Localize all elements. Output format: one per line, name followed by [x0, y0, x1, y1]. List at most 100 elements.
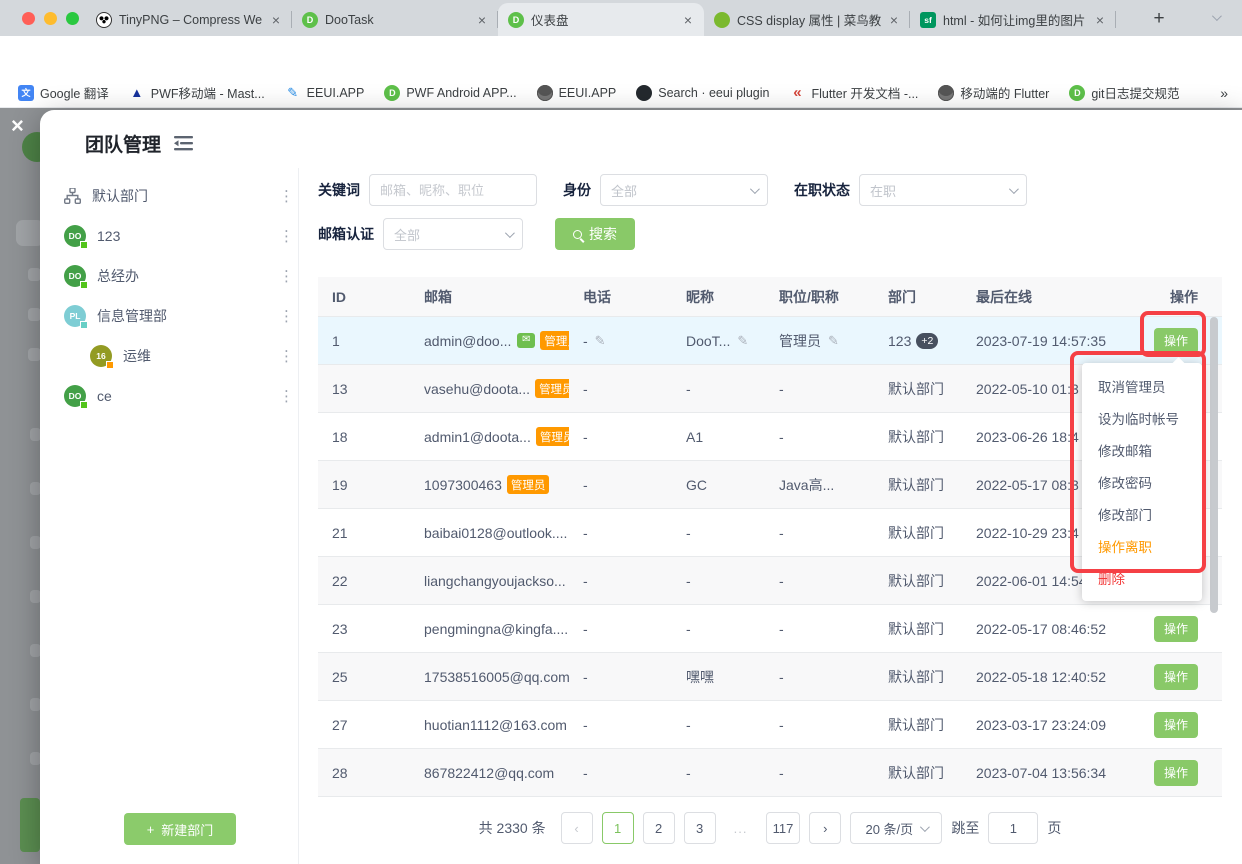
browser-tab[interactable]: CSS display 属性 | 菜鸟教 × — [704, 3, 910, 36]
column-header-email: 邮箱 — [424, 288, 452, 305]
item-menu-icon[interactable]: ⋮ — [279, 308, 294, 325]
dropdown-menu-item[interactable]: 修改部门 — [1098, 508, 1152, 523]
jump-page-input[interactable] — [988, 812, 1039, 844]
tab-search-chevron-icon[interactable] — [1211, 11, 1222, 22]
edit-icon[interactable]: ✎ — [737, 332, 749, 348]
status-select[interactable]: 在职 — [859, 174, 1027, 206]
bookmark-label: 移动端的 Flutter — [960, 87, 1050, 101]
admin-badge: 管理员 — [506, 475, 550, 494]
cell-email: admin@doo... ✉ 管理员 — [410, 331, 569, 350]
tab-close-icon[interactable]: × — [889, 11, 898, 28]
page-number-button[interactable]: ... — [724, 812, 757, 844]
nickname-text: - — [686, 524, 691, 541]
row-action-button[interactable]: 操作 — [1154, 327, 1198, 354]
bookmark-item[interactable]: Search · eeui plugin — [628, 82, 777, 104]
edit-icon[interactable]: ✎ — [828, 332, 839, 348]
cell-department: 默认部门 — [874, 619, 962, 639]
item-menu-icon[interactable]: ⋮ — [279, 228, 294, 245]
new-tab-button[interactable]: + — [1153, 8, 1165, 29]
phone-text: - — [583, 716, 588, 733]
bookmark-item[interactable]: D PWF Android APP... — [376, 82, 524, 104]
bookmark-item[interactable]: D git日志提交规范 — [1061, 80, 1187, 105]
browser-tab[interactable]: sf html - 如何让img里的图片 × — [910, 3, 1116, 36]
browser-tab[interactable]: TinyPNG – Compress We × — [86, 3, 292, 36]
position-text: - — [779, 716, 784, 733]
item-menu-icon[interactable]: ⋮ — [279, 348, 294, 365]
bookmark-item[interactable]: 文 Google 翻译 — [10, 80, 117, 105]
tab-close-icon[interactable]: × — [477, 11, 486, 28]
cell-phone: - — [569, 765, 672, 781]
bookmark-item[interactable]: ✎ EEUI.APP — [277, 82, 373, 104]
modal-close-icon[interactable]: × — [11, 113, 24, 138]
item-menu-icon[interactable]: ⋮ — [279, 388, 294, 405]
cell-department: 默认部门 — [874, 571, 962, 591]
sidebar-item-department[interactable]: DO 123 ⋮ — [60, 216, 298, 256]
cell-email: admin1@doota... 管理员 — [410, 427, 569, 446]
bookmark-item[interactable]: 移动端的 Flutter — [930, 80, 1057, 105]
row-action-button[interactable]: 操作 — [1154, 711, 1198, 738]
bookmark-item[interactable]: EEUI.APP — [529, 82, 625, 104]
table-header-row: ID 邮箱 电话 昵称 职位/职称 部门 最后在线 操作 — [318, 277, 1222, 317]
row-action-button[interactable]: 操作 — [1154, 615, 1198, 642]
sidebar-item-department[interactable]: DO ce ⋮ — [60, 376, 298, 416]
item-menu-icon[interactable]: ⋮ — [279, 268, 294, 285]
page-number-button[interactable]: 2 — [642, 812, 675, 844]
table-scrollbar[interactable] — [1210, 317, 1218, 613]
bookmarks-overflow-icon[interactable]: » — [1220, 84, 1228, 101]
menu-fold-icon[interactable] — [174, 136, 194, 151]
tab-favicon-icon: D — [302, 11, 318, 28]
keyword-input[interactable] — [369, 174, 537, 206]
dropdown-menu-item[interactable]: 设为临时帐号 — [1098, 412, 1179, 427]
bookmark-item[interactable]: « Flutter 开发文档 -... — [781, 80, 926, 105]
prev-page-button[interactable]: ‹ — [560, 812, 593, 844]
row-action-button[interactable]: 操作 — [1154, 663, 1198, 690]
minimize-window-button[interactable] — [44, 12, 57, 25]
dimmed-icon — [28, 268, 41, 281]
search-button[interactable]: 搜索 — [555, 218, 635, 250]
sidebar-item-department[interactable]: DO 总经办 ⋮ — [60, 256, 298, 296]
identity-label: 身份 — [563, 182, 591, 198]
page-number-button[interactable]: 117 — [765, 812, 801, 844]
next-page-button[interactable]: › — [809, 812, 842, 844]
tab-close-icon[interactable]: × — [271, 11, 280, 28]
nickname-text: GC — [686, 476, 707, 493]
bookmark-label: Search · eeui plugin — [658, 85, 770, 100]
extra-departments-badge: +2 — [916, 332, 939, 349]
dropdown-menu-item[interactable]: 修改邮箱 — [1098, 444, 1152, 459]
sidebar-item-default-department[interactable]: 默认部门 ⋮ — [60, 176, 298, 216]
sidebar-item-department[interactable]: PL 信息管理部 ⋮ — [60, 296, 298, 336]
dropdown-menu-item[interactable]: 操作离职 — [1098, 540, 1152, 555]
cell-last-online: 2022-05-17 08:3 — [976, 476, 1079, 493]
chevron-down-icon — [749, 183, 760, 194]
cell-email: huotian1112@163.com — [410, 717, 569, 733]
email-verify-select[interactable]: 全部 — [383, 218, 523, 250]
dropdown-menu-item[interactable]: 取消管理员 — [1098, 380, 1166, 395]
dropdown-menu-item[interactable]: 删除 — [1098, 572, 1125, 587]
sidebar-item-label: 信息管理部 — [97, 308, 167, 324]
maximize-window-button[interactable] — [66, 12, 79, 25]
nickname-text: - — [686, 764, 691, 781]
page-number-button[interactable]: 3 — [683, 812, 716, 844]
tab-close-icon[interactable]: × — [1095, 11, 1104, 28]
item-menu-icon[interactable]: ⋮ — [279, 188, 294, 205]
edit-icon[interactable]: ✎ — [594, 332, 606, 348]
page-number-button[interactable]: 1 — [601, 812, 634, 844]
dropdown-menu-item[interactable]: 修改密码 — [1098, 476, 1152, 491]
mail-icon: ✉ — [517, 333, 536, 348]
bookmark-item[interactable]: ▲ PWF移动端 - Mast... — [121, 80, 273, 105]
row-action-button[interactable]: 操作 — [1154, 759, 1198, 786]
page-size-select[interactable]: 20 条/页 — [850, 812, 943, 844]
close-window-button[interactable] — [22, 12, 35, 25]
tab-close-icon[interactable]: × — [683, 11, 692, 28]
cell-id: 13 — [332, 380, 348, 397]
browser-tab[interactable]: D 仪表盘 × — [498, 3, 704, 36]
sidebar-item-department[interactable]: 16 运维 ⋮ — [60, 336, 298, 376]
department-text: 123 — [888, 332, 912, 349]
phone-text: - — [583, 764, 588, 781]
cell-position: - — [765, 525, 874, 541]
table-row: 25 17538516005@qq.com - 嘿嘿 - 默认部门 2022-0… — [318, 653, 1222, 701]
browser-tab[interactable]: D DooTask × — [292, 3, 498, 36]
cell-position: - — [765, 573, 874, 589]
identity-select[interactable]: 全部 — [600, 174, 768, 206]
new-department-button[interactable]: + 新建部门 — [124, 813, 236, 845]
